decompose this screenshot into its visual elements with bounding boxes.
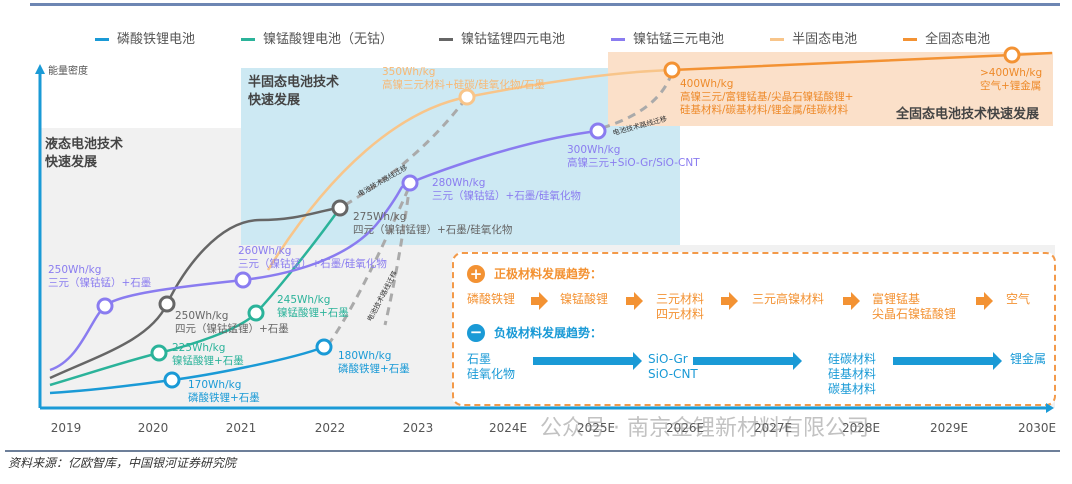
data-point-node [458, 88, 476, 106]
arrow-icon [893, 352, 1002, 370]
x-axis-arrow [1046, 403, 1054, 413]
legend-item: 磷酸铁锂电池 [95, 28, 195, 47]
label-ternary-2023: 280Wh/kg 三元（镍钴锰）+石墨/硅氧化物 [432, 177, 581, 202]
x-tick-label: 2020 [137, 421, 169, 435]
x-tick-label: 2023 [402, 421, 434, 435]
data-point-node [247, 304, 265, 322]
x-tick-label: 2024E [488, 421, 528, 435]
cathode-stage: 空气 [1006, 292, 1031, 306]
data-point-node [663, 61, 681, 79]
legend-swatch [770, 38, 785, 41]
legend-swatch [241, 38, 256, 41]
x-tick-label: 2027E [753, 421, 793, 435]
cathode-stage: 镍锰酸锂 [560, 292, 609, 306]
arrow-icon [533, 352, 642, 370]
series-quaternary [49, 206, 341, 380]
arrow-icon [693, 352, 802, 370]
x-tick-label: 2022 [314, 421, 346, 435]
source-note: 资料来源：亿欧智库，中国银河证券研究院 [8, 456, 237, 470]
semi-region-title: 半固态电池技术 快速发展 [248, 75, 340, 108]
data-point-node [331, 199, 349, 217]
legend-label: 镍钴锰锂四元电池 [461, 32, 566, 47]
top-rule [30, 3, 1060, 6]
label-semi-2024: 350Wh/kg 高镍三元材料+硅碳/硅氧化物/石墨 [382, 66, 545, 91]
legend-swatch [95, 38, 109, 41]
data-point-node [150, 344, 168, 362]
label-lfp-2020: 170Wh/kg 磷酸铁锂+石墨 [188, 379, 260, 404]
label-nimn-2021: 245Wh/kg 镍锰酸锂+石墨 [277, 294, 349, 319]
legend-swatch [611, 38, 626, 41]
x-tick-label: 2030E [1017, 421, 1057, 435]
legend-item: 半固态电池 [770, 28, 857, 47]
arrow-icon [626, 292, 643, 310]
arrow-icon [531, 292, 548, 310]
legend-label: 镍钴锰三元电池 [633, 32, 725, 47]
x-tick-label: 2019 [50, 421, 82, 435]
legend-swatch [439, 38, 454, 41]
migration-dash [601, 71, 674, 130]
anode-stage: SiO-Gr SiO-CNT [648, 352, 698, 381]
cathode-stage: 磷酸铁锂 [467, 292, 516, 306]
data-point-node [234, 271, 252, 289]
solid-region [608, 52, 1053, 126]
data-point-node [163, 371, 181, 389]
label-ternary-2025: 300Wh/kg 高镍三元+SiO-Gr/SiO-CNT [567, 144, 700, 169]
x-tick-label: 2025E [576, 421, 616, 435]
data-point-node [96, 297, 114, 315]
legend-label: 全固态电池 [925, 32, 991, 47]
cathode-stage: 三元高镍材料 [752, 292, 825, 306]
y-axis-arrow [35, 64, 45, 74]
legend: 磷酸铁锂电池 镍锰酸锂电池（无钴） 镍钴锰锂四元电池 镍钴锰三元电池 半固态电池 全固态电… [95, 28, 990, 47]
anode-stage: 石墨 硅氧化物 [467, 352, 516, 381]
legend-label: 镍锰酸锂电池（无钴） [263, 32, 394, 47]
liquid-region-title: 液态电池技术 快速发展 [45, 137, 124, 170]
data-point-node [315, 338, 333, 356]
migration-dash [326, 184, 412, 346]
x-tick-label: 2026E [665, 421, 705, 435]
y-axis-label: 能量密度 [48, 66, 88, 77]
legend-label: 磷酸铁锂电池 [117, 32, 196, 47]
x-tick-label: 2029E [929, 421, 969, 435]
data-point-node [1003, 46, 1021, 64]
migration-dash [383, 182, 412, 326]
cathode-stage: 富锂锰基 尖晶石镍锰酸锂 [872, 292, 957, 321]
label-ternary-2021: 260Wh/kg 三元（镍钴锰）+石墨/硅氧化物 [238, 245, 387, 270]
legend-item: 镍钴锰三元电池 [611, 28, 724, 47]
label-solid-2030: >400Wh/kg 空气+锂金属 [980, 67, 1043, 92]
bottom-rule [5, 450, 1060, 452]
watermark: 公众号 · 南京金锂新材料有限公司 [540, 416, 869, 441]
data-point-node [589, 122, 607, 140]
label-quaternary-2020: 250Wh/kg 四元（镍钴锰锂）+石墨 [175, 310, 289, 335]
anode-stage: 硅碳材料 硅基材料 碳基材料 [828, 352, 877, 396]
label-solid-2026: 400Wh/kg 高镍三元/富锂锰基/尖晶石镍锰酸锂+ 硅基材料/碳基材料/锂金属/… [680, 78, 854, 116]
migration-dash [344, 96, 469, 207]
x-tick-label: 2021 [225, 421, 257, 435]
legend-swatch [903, 38, 918, 41]
cathode-trend-title: 正极材料发展趋势： [494, 267, 603, 281]
anode-trend-title: 负极材料发展趋势： [494, 326, 603, 340]
label-ternary-2019: 250Wh/kg 三元（镍钴锰）+石墨 [48, 264, 152, 289]
series-nimn [49, 207, 342, 387]
x-tick-label: 2028E [841, 421, 881, 435]
legend-item: 镍钴锰锂四元电池 [439, 28, 565, 47]
label-nimn-2020: 225Wh/kg 镍锰酸锂+石墨 [172, 342, 244, 367]
arrow-icon [843, 292, 860, 310]
label-lfp-2022: 180Wh/kg 磷酸铁锂+石墨 [338, 350, 410, 375]
plus-icon: + [467, 265, 485, 283]
legend-item: 全固态电池 [903, 28, 990, 47]
label-quaternary-2022: 275Wh/kg 四元（镍钴锰锂）+石墨/硅氧化物 [353, 211, 513, 236]
minus-icon: − [467, 324, 485, 342]
solid-region-title: 全固态电池技术快速发展 [896, 107, 1040, 122]
anode-stage: 锂金属 [1010, 352, 1047, 366]
arrow-icon [721, 292, 738, 310]
data-point-node [158, 295, 176, 313]
arrow-icon [976, 292, 993, 310]
trend-box [452, 252, 1056, 406]
legend-label: 半固态电池 [792, 32, 858, 47]
data-point-node [401, 174, 419, 192]
legend-item: 镍锰酸锂电池（无钴） [241, 28, 393, 47]
cathode-stage: 三元材料 四元材料 [656, 292, 705, 321]
